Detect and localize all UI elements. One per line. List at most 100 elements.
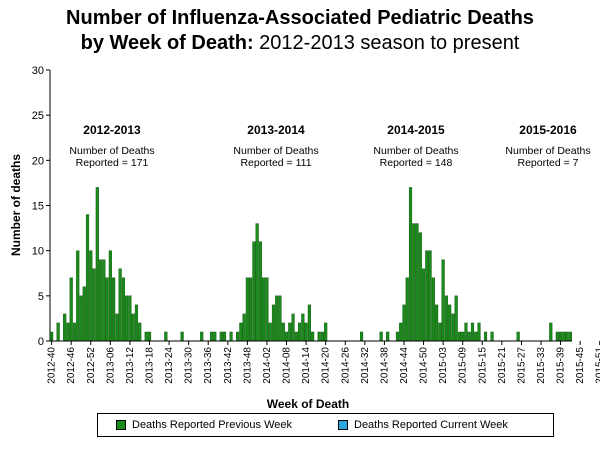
season-deaths-line2: Reported = 171 (76, 157, 149, 169)
legend-swatch-current (338, 420, 348, 430)
bar (147, 331, 152, 342)
bar (324, 322, 328, 342)
bar (304, 322, 308, 342)
bar (98, 259, 103, 342)
x-tick-label: 2013-24 (164, 347, 175, 384)
x-tick-label: 2014-44 (399, 347, 410, 384)
bar (311, 331, 315, 342)
title-line-2: by Week of Death: 2012-2013 season to pr… (80, 32, 520, 54)
bar (76, 250, 80, 342)
bar (66, 322, 70, 342)
bar (79, 295, 83, 342)
x-tick-label: 2013-36 (203, 347, 214, 384)
x-tick-label: 2012-46 (66, 347, 77, 384)
bar (281, 322, 285, 342)
x-tick-label: 2015-21 (497, 347, 508, 384)
season-deaths-line1: Number of Deaths (233, 145, 318, 157)
bar (474, 331, 478, 342)
bar (102, 259, 106, 342)
bar (454, 295, 458, 342)
bar (164, 331, 168, 342)
bar (200, 331, 204, 342)
title-line-1: Number of Influenza-Associated Pediatric… (66, 7, 534, 29)
bar (105, 277, 109, 342)
bar (249, 277, 253, 342)
x-tick-label: 2013-48 (242, 347, 253, 384)
x-tick-label: 2015-03 (438, 347, 449, 384)
x-tick-label: 2015-51 (595, 347, 600, 384)
bar (415, 223, 419, 342)
bar (265, 277, 269, 342)
bar (408, 187, 413, 342)
bar (555, 331, 559, 342)
bar (448, 304, 452, 342)
bar (457, 331, 462, 342)
bar (128, 295, 132, 342)
bar (115, 313, 119, 342)
bar (144, 331, 148, 342)
x-tick-label: 2015-45 (575, 347, 586, 384)
bar (294, 331, 298, 342)
bar (134, 304, 139, 342)
bar (95, 187, 99, 342)
bar (307, 304, 311, 342)
legend-label-previous: Deaths Reported Previous Week (132, 419, 292, 431)
bar (405, 277, 409, 342)
y-tick-label: 10 (32, 246, 44, 258)
bar (490, 331, 494, 342)
bar (470, 322, 475, 342)
x-tick-label: 2014-20 (321, 347, 332, 384)
bar (125, 295, 129, 342)
bar (284, 331, 289, 342)
bar (50, 331, 54, 342)
bar (121, 277, 125, 342)
bar (516, 331, 520, 342)
bar (288, 322, 292, 342)
bar (278, 295, 282, 342)
legend-label-current: Deaths Reported Current Week (354, 419, 508, 431)
season-name: 2015-2016 (519, 123, 577, 137)
bar (301, 313, 305, 342)
bar (291, 313, 295, 342)
bar (379, 331, 383, 342)
bar (242, 313, 246, 342)
y-tick-label: 15 (32, 201, 44, 213)
x-tick-label: 2015-27 (516, 347, 527, 384)
bar (245, 277, 249, 342)
x-tick-label: 2014-02 (262, 347, 273, 384)
season-name: 2014-2015 (387, 123, 445, 137)
y-tick-label: 5 (38, 291, 44, 303)
bar (461, 331, 465, 342)
bar (180, 331, 184, 342)
bar (252, 241, 256, 342)
bar (317, 331, 321, 342)
bar (56, 322, 60, 342)
x-tick-label: 2014-26 (340, 347, 351, 384)
x-tick-label: 2015-39 (556, 347, 567, 384)
x-tick-label: 2014-38 (379, 347, 390, 384)
bar (320, 331, 324, 342)
bar (118, 268, 122, 342)
season-name: 2013-2014 (247, 123, 305, 137)
bar (131, 313, 135, 342)
bar (435, 304, 439, 342)
bar (477, 322, 481, 342)
bar (262, 277, 266, 342)
season-deaths-line1: Number of Deaths (69, 145, 154, 157)
x-tick-label: 2014-50 (419, 347, 430, 384)
x-tick-label: 2013-18 (145, 347, 156, 384)
bar (549, 322, 553, 342)
y-axis-label: Number of deaths (9, 154, 23, 256)
x-tick-label: 2013-42 (223, 347, 234, 384)
bar (82, 286, 86, 342)
bar (464, 322, 468, 342)
y-tick-label: 20 (32, 155, 44, 167)
y-tick-label: 30 (32, 65, 44, 77)
bar (69, 277, 73, 342)
bar (568, 331, 572, 342)
season-deaths-line2: Reported = 148 (380, 157, 453, 169)
x-tick-label: 2012-40 (47, 347, 58, 384)
